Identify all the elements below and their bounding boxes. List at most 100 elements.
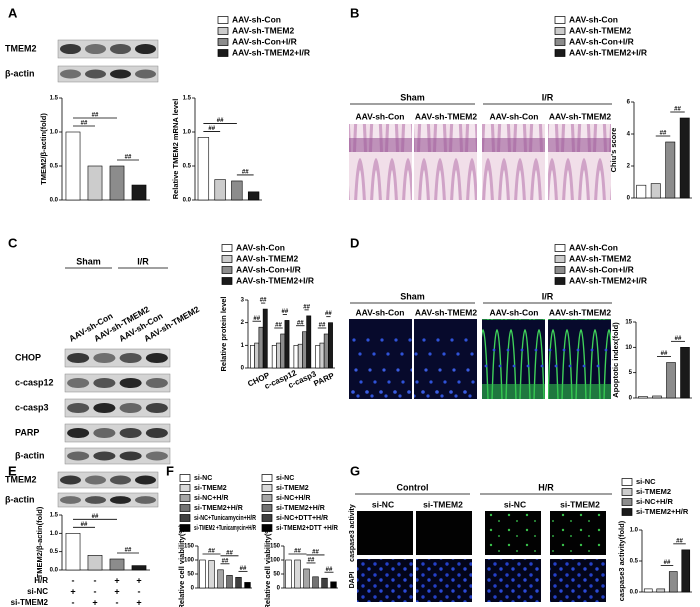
bar (285, 559, 292, 589)
bar (280, 333, 286, 369)
y-tick-label: 150 (270, 544, 281, 550)
bar (109, 558, 125, 571)
blot-band (135, 69, 156, 79)
micrograph (416, 559, 472, 602)
y-tick-label: 1.0 (50, 531, 59, 537)
legend-swatch (179, 484, 191, 492)
bar (131, 565, 147, 571)
blot-band (67, 377, 90, 389)
bar (680, 347, 690, 399)
legend-swatch (179, 524, 191, 532)
legend-swatch (179, 514, 191, 522)
blot-band (60, 475, 81, 485)
legend-label: si-NC+H/R (636, 497, 673, 506)
legend-swatch (179, 474, 191, 482)
blot-band (119, 377, 142, 389)
bar (284, 320, 290, 369)
y-tick-label: 0.0 (50, 198, 59, 204)
y-tick-label: 1 (241, 343, 245, 349)
blot-band (110, 496, 131, 504)
group-label: H/R (538, 482, 554, 492)
legend-swatch (554, 277, 566, 285)
bar (666, 362, 676, 399)
legend-swatch (621, 478, 633, 486)
blot (57, 492, 159, 508)
legend-swatch (179, 494, 191, 502)
bar (315, 345, 321, 369)
blot-label: c-casp12 (15, 377, 54, 387)
y-tick-label: 0.0 (50, 568, 59, 574)
y-axis-label: TMEM2/β-actin(fold) (39, 113, 48, 185)
lane-label: AAV-sh-Con (356, 307, 405, 317)
condition-mark: + (136, 575, 141, 585)
bar (254, 342, 260, 369)
condition-mark: + (92, 597, 97, 607)
legend-label: si-NC+Tunicamycin+H/R (194, 515, 256, 522)
micrograph (550, 559, 606, 602)
legend-label: AAV-sh-TMEM2+I/R (236, 275, 314, 285)
blot-label: β-actin (15, 450, 45, 460)
significance-label: ## (303, 304, 310, 310)
bar (297, 343, 303, 369)
bar (87, 555, 103, 571)
significance-label: ## (242, 170, 249, 176)
y-tick-label: 0.0 (183, 198, 192, 204)
y-tick-label: 15 (625, 320, 632, 326)
blot-band (85, 496, 106, 504)
legend-swatch (261, 504, 273, 512)
legend-swatch (261, 474, 273, 482)
row-label: caspase3 activity (349, 504, 356, 562)
lane-label: si-NC (504, 499, 526, 509)
legend-swatch (217, 27, 229, 35)
significance-label: ## (275, 323, 282, 329)
blot-band (60, 69, 81, 79)
y-tick-label: 0.5 (50, 549, 59, 555)
bar (323, 333, 329, 369)
bar (643, 588, 653, 593)
blot (64, 348, 171, 368)
bar (199, 559, 206, 589)
y-tick-label: 4 (627, 132, 631, 138)
legend-label: AAV-sh-TMEM2+I/R (569, 47, 647, 57)
legend-label: si-TMEM2+H/R (276, 505, 325, 512)
y-tick-label: 1.0 (630, 528, 639, 534)
y-tick-label: 50 (273, 572, 280, 578)
bar (262, 308, 268, 369)
y-tick-label: 1.5 (50, 513, 59, 519)
legend-label: AAV-sh-Con (232, 14, 281, 24)
micrograph (416, 511, 472, 555)
blot-band (67, 352, 90, 364)
blot-band (119, 352, 142, 364)
legend-swatch (621, 498, 633, 506)
blot-band (67, 427, 90, 439)
lane-label: si-NC (372, 499, 394, 509)
legend-label: AAV-sh-Con+I/R (232, 36, 297, 46)
legend-label: si-TMEM2+DTT +H/R (276, 525, 338, 532)
legend-swatch (554, 38, 566, 46)
panel-label: F (166, 463, 174, 478)
group-label: Sham (76, 256, 101, 266)
bar (231, 180, 243, 201)
legend-label: AAV-sh-TMEM2+I/R (232, 47, 310, 57)
micrograph (485, 559, 541, 602)
bar (312, 576, 319, 589)
panel-label: E (8, 463, 17, 478)
bar (247, 191, 260, 201)
panel-label: D (350, 235, 359, 250)
lane-label: AAV-sh-TMEM2 (549, 111, 611, 121)
legend-label: si-TMEM2 +Tunicamycin+H/R (194, 525, 256, 532)
bar (258, 326, 264, 369)
bar (638, 396, 648, 399)
blot (57, 65, 159, 83)
blot-band (60, 43, 81, 55)
legend-label: AAV-sh-Con (236, 242, 285, 252)
y-tick-label: 0.5 (183, 164, 192, 170)
blot (64, 447, 171, 465)
blot-band (60, 496, 81, 504)
micrograph (414, 124, 477, 200)
y-tick-label: 0.0 (630, 590, 639, 596)
bar (656, 588, 666, 593)
legend-label: AAV-sh-TMEM2 (232, 25, 294, 35)
legend-swatch (221, 255, 233, 263)
legend-label: si-NC (276, 475, 294, 482)
